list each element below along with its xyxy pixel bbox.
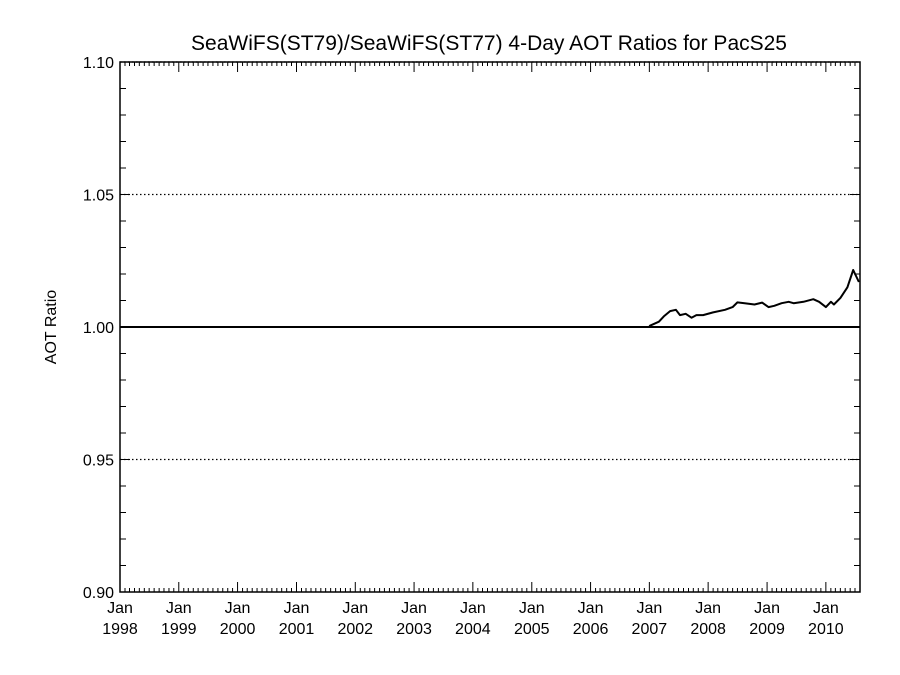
x-tick-label-year: 2000 — [220, 621, 256, 638]
x-tick-label-year: 2002 — [337, 621, 373, 638]
y-tick-label: 1.05 — [83, 188, 114, 205]
x-tick-label-month: Jan — [754, 600, 780, 617]
x-tick-label-year: 1999 — [161, 621, 197, 638]
series-line-1 — [120, 269, 860, 328]
x-tick-label-month: Jan — [813, 600, 839, 617]
x-tick-label-month: Jan — [636, 600, 662, 617]
x-tick-label-year: 2008 — [690, 621, 726, 638]
x-tick-label-month: Jan — [519, 600, 545, 617]
x-tick-label-year: 2006 — [573, 621, 609, 638]
x-tick-label-month: Jan — [695, 600, 721, 617]
series-group — [120, 269, 860, 328]
plot-frame — [119, 61, 861, 593]
x-tick-label-year: 2010 — [808, 621, 844, 638]
y-axis-label: AOT Ratio — [43, 290, 60, 365]
x-tick-label-month: Jan — [166, 600, 192, 617]
x-tick-label-month: Jan — [460, 600, 486, 617]
x-tick-label-year: 1998 — [102, 621, 138, 638]
x-tick-label-month: Jan — [401, 600, 427, 617]
x-tick-label-month: Jan — [342, 600, 368, 617]
x-tick-label-month: Jan — [225, 600, 251, 617]
grid-lines — [120, 61, 860, 461]
x-tick-label-month: Jan — [578, 600, 604, 617]
x-tick-label-year: 2009 — [749, 621, 785, 638]
y-tick-label: 1.10 — [83, 55, 114, 72]
y-tick-label: 0.90 — [83, 585, 114, 602]
x-tick-label-year: 2004 — [455, 621, 491, 638]
x-tick-label-month: Jan — [107, 600, 133, 617]
x-tick-label-year: 2003 — [396, 621, 432, 638]
x-tick-labels: Jan 1998 Jan 1999 Jan 2000 Jan 2001 Jan 2002 Jan 20… — [102, 600, 844, 638]
y-tick-labels: 0.90 0.95 1.00 1.05 1.10 — [83, 55, 114, 602]
x-tick-label-year: 2001 — [279, 621, 315, 638]
x-tick-label-year: 2007 — [632, 621, 668, 638]
x-tick-label-year: 2005 — [514, 621, 550, 638]
y-tick-label: 0.95 — [83, 453, 114, 470]
chart-title: SeaWiFS(ST79)/SeaWiFS(ST77) 4-Day AOT Ra… — [191, 32, 787, 55]
y-tick-label: 1.00 — [83, 320, 114, 337]
x-tick-label-month: Jan — [284, 600, 310, 617]
